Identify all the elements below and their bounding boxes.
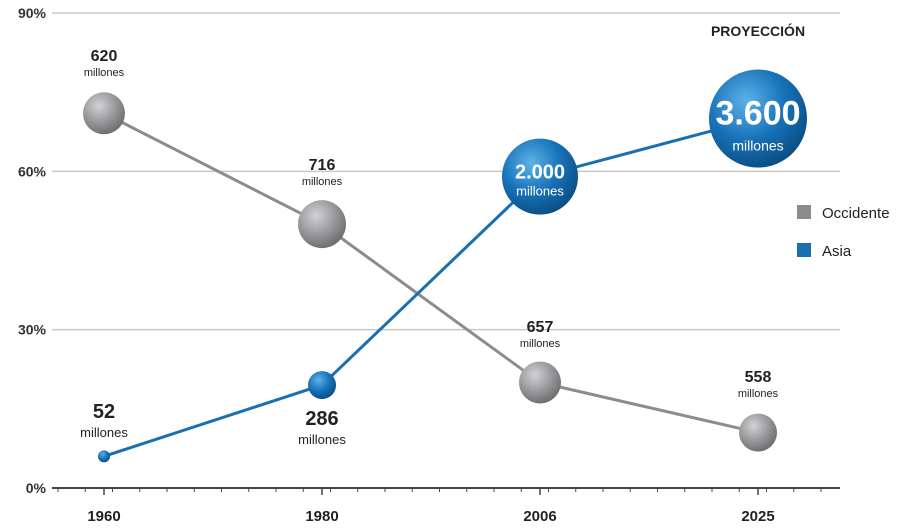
asia-point-2025 [709, 69, 807, 168]
y-tick-label: 60% [18, 163, 47, 179]
occidente-label-1980-value: 716 [309, 157, 336, 174]
occidente-label-1980-unit: millones [302, 176, 343, 188]
asia-label-2025-unit: millones [732, 138, 783, 154]
y-tick-label: 0% [26, 480, 47, 496]
asia-label-1980-unit: millones [298, 432, 346, 447]
occidente-label-2025-unit: millones [738, 388, 779, 400]
y-tick-label: 30% [18, 322, 47, 338]
occidente-label-2006-value: 657 [527, 319, 554, 336]
legend-swatch-asia [797, 243, 811, 257]
asia-label-1960-unit: millones [80, 425, 128, 440]
legend-label-occidente: Occidente [822, 205, 890, 222]
asia-label-1960-value: 52 [93, 401, 115, 423]
projection-annotation: PROYECCIÓN [711, 22, 805, 39]
occidente-point-2025 [739, 413, 777, 452]
asia-label-2006-value: 2.000 [515, 162, 565, 184]
occidente-series-line [103, 111, 759, 435]
x-tick-label: 1980 [305, 508, 338, 525]
occidente-point-2006 [519, 361, 561, 404]
legend-label-asia: Asia [822, 243, 852, 260]
occidente-label-2025-value: 558 [745, 369, 772, 386]
asia-point-2006 [502, 138, 578, 215]
x-tick-label: 1960 [87, 508, 120, 525]
asia-label-1980-value: 286 [305, 408, 338, 430]
x-tick-label: 2025 [741, 508, 774, 525]
occidente-label-1960-unit: millones [84, 67, 125, 79]
occidente-point-1960 [83, 92, 125, 135]
asia-point-1960 [98, 450, 110, 463]
occidente-point-1980 [298, 200, 346, 249]
y-tick-label: 90% [18, 5, 47, 21]
legend-swatch-occidente [797, 205, 811, 219]
occidente-label-2006-unit: millones [520, 338, 561, 350]
asia-label-2025-value: 3.600 [715, 95, 800, 133]
asia-label-2006-unit: millones [516, 184, 564, 199]
x-tick-label: 2006 [523, 508, 556, 525]
asia-point-1980 [308, 371, 336, 400]
asia-series-line [103, 117, 759, 458]
occidente-label-1960-value: 620 [91, 48, 118, 65]
